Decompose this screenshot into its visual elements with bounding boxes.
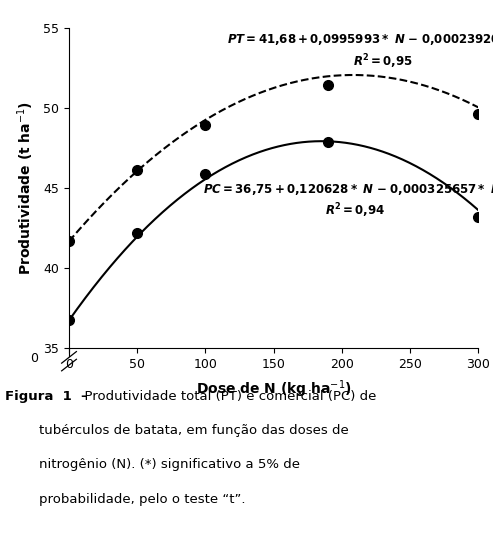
X-axis label: Dose de N (kg ha$^{-1}$): Dose de N (kg ha$^{-1}$) — [196, 378, 352, 400]
Y-axis label: Produtividade (t ha$^{-1}$): Produtividade (t ha$^{-1}$) — [16, 101, 36, 275]
Text: tubérculos de batata, em função das doses de: tubérculos de batata, em função das dose… — [5, 424, 349, 437]
Text: probabilidade, pelo o teste “t”.: probabilidade, pelo o teste “t”. — [5, 493, 246, 506]
Text: $\bfit{PC} = \mathbf{36{,}75 + 0{,}120628*}\ \bfit{N}\ \mathbf{-\ 0{,}000325657*: $\bfit{PC} = \mathbf{36{,}75 + 0{,}12062… — [204, 180, 493, 220]
Text: 0: 0 — [31, 352, 38, 364]
Text: nitrogênio (N). (*) significativo a 5% de: nitrogênio (N). (*) significativo a 5% d… — [5, 458, 300, 472]
Text: Figura  1  –: Figura 1 – — [5, 390, 88, 403]
Text: Produtividade total (PT) e comercial (PC) de: Produtividade total (PT) e comercial (PC… — [76, 390, 377, 403]
Text: $\bfit{PT} = \mathbf{41{,}68 + 0{,}0995993*}\ \bfit{N}\ \mathbf{-\ 0{,}000239203: $\bfit{PT} = \mathbf{41{,}68 + 0{,}09959… — [227, 31, 493, 71]
